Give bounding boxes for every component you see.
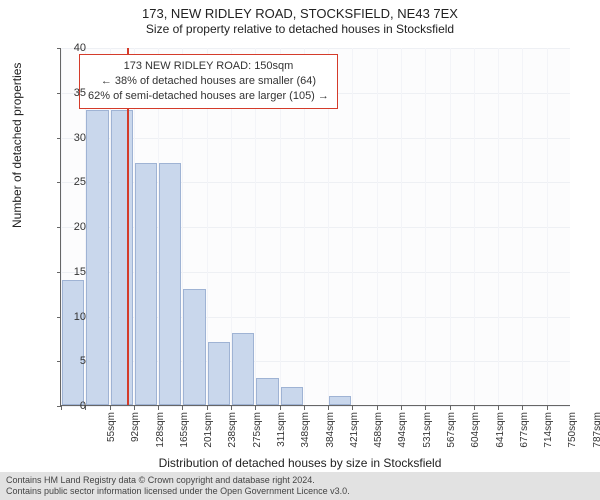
histogram-bar (135, 163, 157, 405)
ytick-label: 30 (74, 132, 86, 144)
histogram-bar (62, 280, 84, 405)
xtick-label: 641sqm (495, 412, 506, 462)
xtick-mark (110, 406, 111, 410)
xtick-label: 201sqm (203, 412, 214, 462)
xtick-mark (498, 406, 499, 410)
xtick-label: 787sqm (592, 412, 600, 462)
vgridline (522, 48, 523, 405)
xtick-mark (522, 406, 523, 410)
ytick-label: 15 (74, 266, 86, 278)
xtick-mark (425, 406, 426, 410)
vgridline (425, 48, 426, 405)
xtick-mark (182, 406, 183, 410)
annotation-line: ← 38% of detached houses are smaller (64… (88, 74, 329, 89)
xtick-label: 494sqm (397, 412, 408, 462)
xtick-label: 531sqm (422, 412, 433, 462)
xtick-label: 677sqm (519, 412, 530, 462)
vgridline (450, 48, 451, 405)
vgridline (547, 48, 548, 405)
xtick-mark (280, 406, 281, 410)
xtick-label: 128sqm (155, 412, 166, 462)
annotation-line: 173 NEW RIDLEY ROAD: 150sqm (88, 59, 329, 74)
histogram-bar (256, 378, 278, 405)
histogram-bar (281, 387, 303, 405)
gridline (61, 138, 570, 139)
xtick-mark (304, 406, 305, 410)
xtick-label: 165sqm (179, 412, 190, 462)
ytick-label: 5 (80, 355, 86, 367)
histogram-bar (329, 396, 351, 405)
xtick-label: 311sqm (276, 412, 287, 462)
histogram-chart: 173 NEW RIDLEY ROAD: 150sqm← 38% of deta… (60, 48, 570, 406)
xtick-mark (401, 406, 402, 410)
xtick-label: 604sqm (470, 412, 481, 462)
xtick-label: 421sqm (349, 412, 360, 462)
xtick-label: 714sqm (543, 412, 554, 462)
xtick-label: 458sqm (373, 412, 384, 462)
page-subtitle: Size of property relative to detached ho… (0, 22, 600, 36)
xtick-mark (255, 406, 256, 410)
xtick-label: 567sqm (446, 412, 457, 462)
xtick-label: 750sqm (567, 412, 578, 462)
histogram-bar (183, 289, 205, 405)
vgridline (352, 48, 353, 405)
page-title: 173, NEW RIDLEY ROAD, STOCKSFIELD, NE43 … (0, 6, 600, 21)
annotation-line: 62% of semi-detached houses are larger (… (88, 89, 329, 104)
xtick-mark (352, 406, 353, 410)
xtick-label: 348sqm (300, 412, 311, 462)
vgridline (474, 48, 475, 405)
y-axis-label: Number of detached properties (10, 63, 24, 228)
vgridline (377, 48, 378, 405)
xtick-mark (61, 406, 62, 410)
xtick-mark (231, 406, 232, 410)
ytick-label: 35 (74, 87, 86, 99)
ytick-label: 10 (74, 311, 86, 323)
footer-attribution: Contains HM Land Registry data © Crown c… (0, 472, 600, 500)
xtick-mark (474, 406, 475, 410)
ytick-label: 0 (80, 400, 86, 412)
vgridline (401, 48, 402, 405)
xtick-mark (377, 406, 378, 410)
xtick-mark (158, 406, 159, 410)
property-annotation: 173 NEW RIDLEY ROAD: 150sqm← 38% of deta… (79, 54, 338, 109)
histogram-bar (208, 342, 230, 405)
ytick-label: 40 (74, 42, 86, 54)
histogram-bar (86, 110, 108, 405)
xtick-mark (134, 406, 135, 410)
histogram-bar (159, 163, 181, 405)
ytick-label: 20 (74, 221, 86, 233)
xtick-label: 55sqm (106, 412, 117, 462)
xtick-mark (207, 406, 208, 410)
xtick-label: 275sqm (252, 412, 263, 462)
histogram-bar (232, 333, 254, 405)
footer-line: Contains HM Land Registry data © Crown c… (6, 475, 594, 486)
gridline (61, 48, 570, 49)
xtick-label: 92sqm (130, 412, 141, 462)
histogram-bar (111, 110, 133, 405)
xtick-mark (450, 406, 451, 410)
xtick-mark (328, 406, 329, 410)
xtick-label: 384sqm (325, 412, 336, 462)
ytick-label: 25 (74, 176, 86, 188)
xtick-mark (547, 406, 548, 410)
vgridline (498, 48, 499, 405)
footer-line: Contains public sector information licen… (6, 486, 594, 497)
xtick-label: 238sqm (227, 412, 238, 462)
gridline (61, 406, 570, 407)
